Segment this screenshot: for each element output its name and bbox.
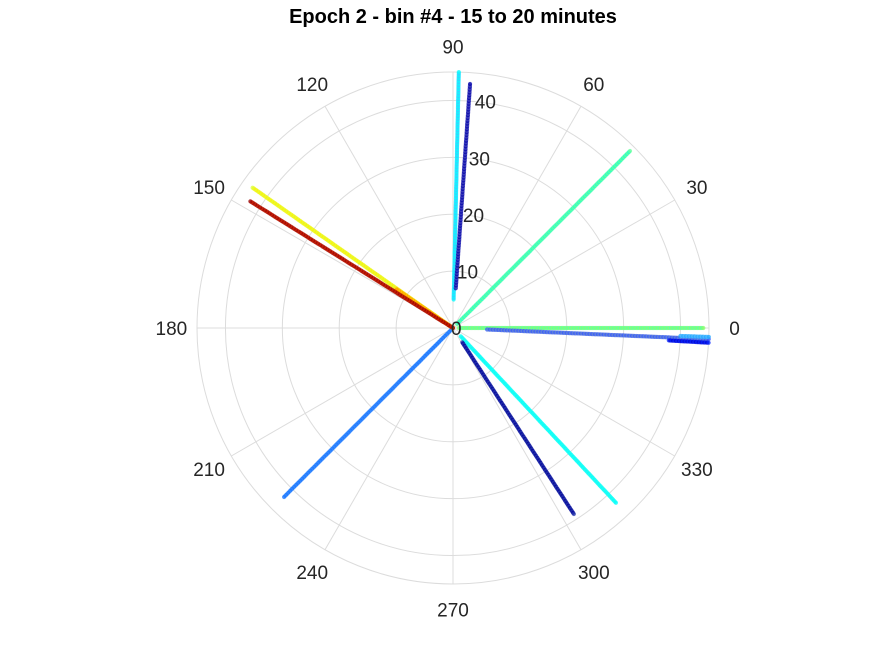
theta-tick-label: 270 [437,601,469,622]
series-12 [248,199,456,331]
grid-spoke [324,327,454,550]
theta-tick-label: 30 [686,178,707,199]
theta-tick-label: 60 [583,75,604,96]
grid-spoke [452,106,582,329]
data-point [627,148,633,154]
series-3 [456,325,706,331]
grid-spoke [324,106,454,329]
theta-tick-label: 0 [729,319,740,340]
r-tick-label: 40 [475,93,496,114]
series-9 [281,325,456,500]
theta-tick-label: 180 [156,319,188,340]
series-1 [453,81,473,291]
theta-tick-label: 300 [578,563,610,584]
theta-tick-label: 330 [681,460,713,481]
series-7 [458,334,619,505]
data-point [706,334,711,340]
series-6 [678,333,711,340]
data-point [281,494,287,500]
theta-tick-label: 210 [193,460,225,481]
series-5 [666,338,711,345]
grid-spoke [231,327,454,457]
tick-labels: 0 30 60 90 120 150 180 210 240 270 300 330 0 10 20 30 40 [156,37,740,621]
grid-spoke [452,199,675,329]
data-point [571,511,576,517]
grid-spoke [452,327,675,457]
theta-tick-label: 240 [296,563,328,584]
r-tick-label: 30 [469,149,490,170]
theta-tick-label: 90 [442,37,463,58]
r-tick-label: 20 [463,206,484,227]
chart-title: Epoch 2 - bin #4 - 15 to 20 minutes [289,6,617,28]
series-0 [451,69,461,302]
data-point [701,325,706,331]
series-8 [460,340,576,517]
theta-tick-label: 150 [193,178,225,199]
data-point [613,500,619,505]
data-point [467,81,473,87]
grid-spoke [452,327,582,550]
data-point [248,199,253,204]
data-point [456,69,461,75]
r-tick-label: 0 [451,319,462,340]
data-point [706,340,711,345]
data-points [248,69,711,517]
data-point [250,185,255,190]
series-2 [454,148,633,327]
theta-tick-label: 120 [296,75,328,96]
r-tick-label: 10 [457,262,478,283]
